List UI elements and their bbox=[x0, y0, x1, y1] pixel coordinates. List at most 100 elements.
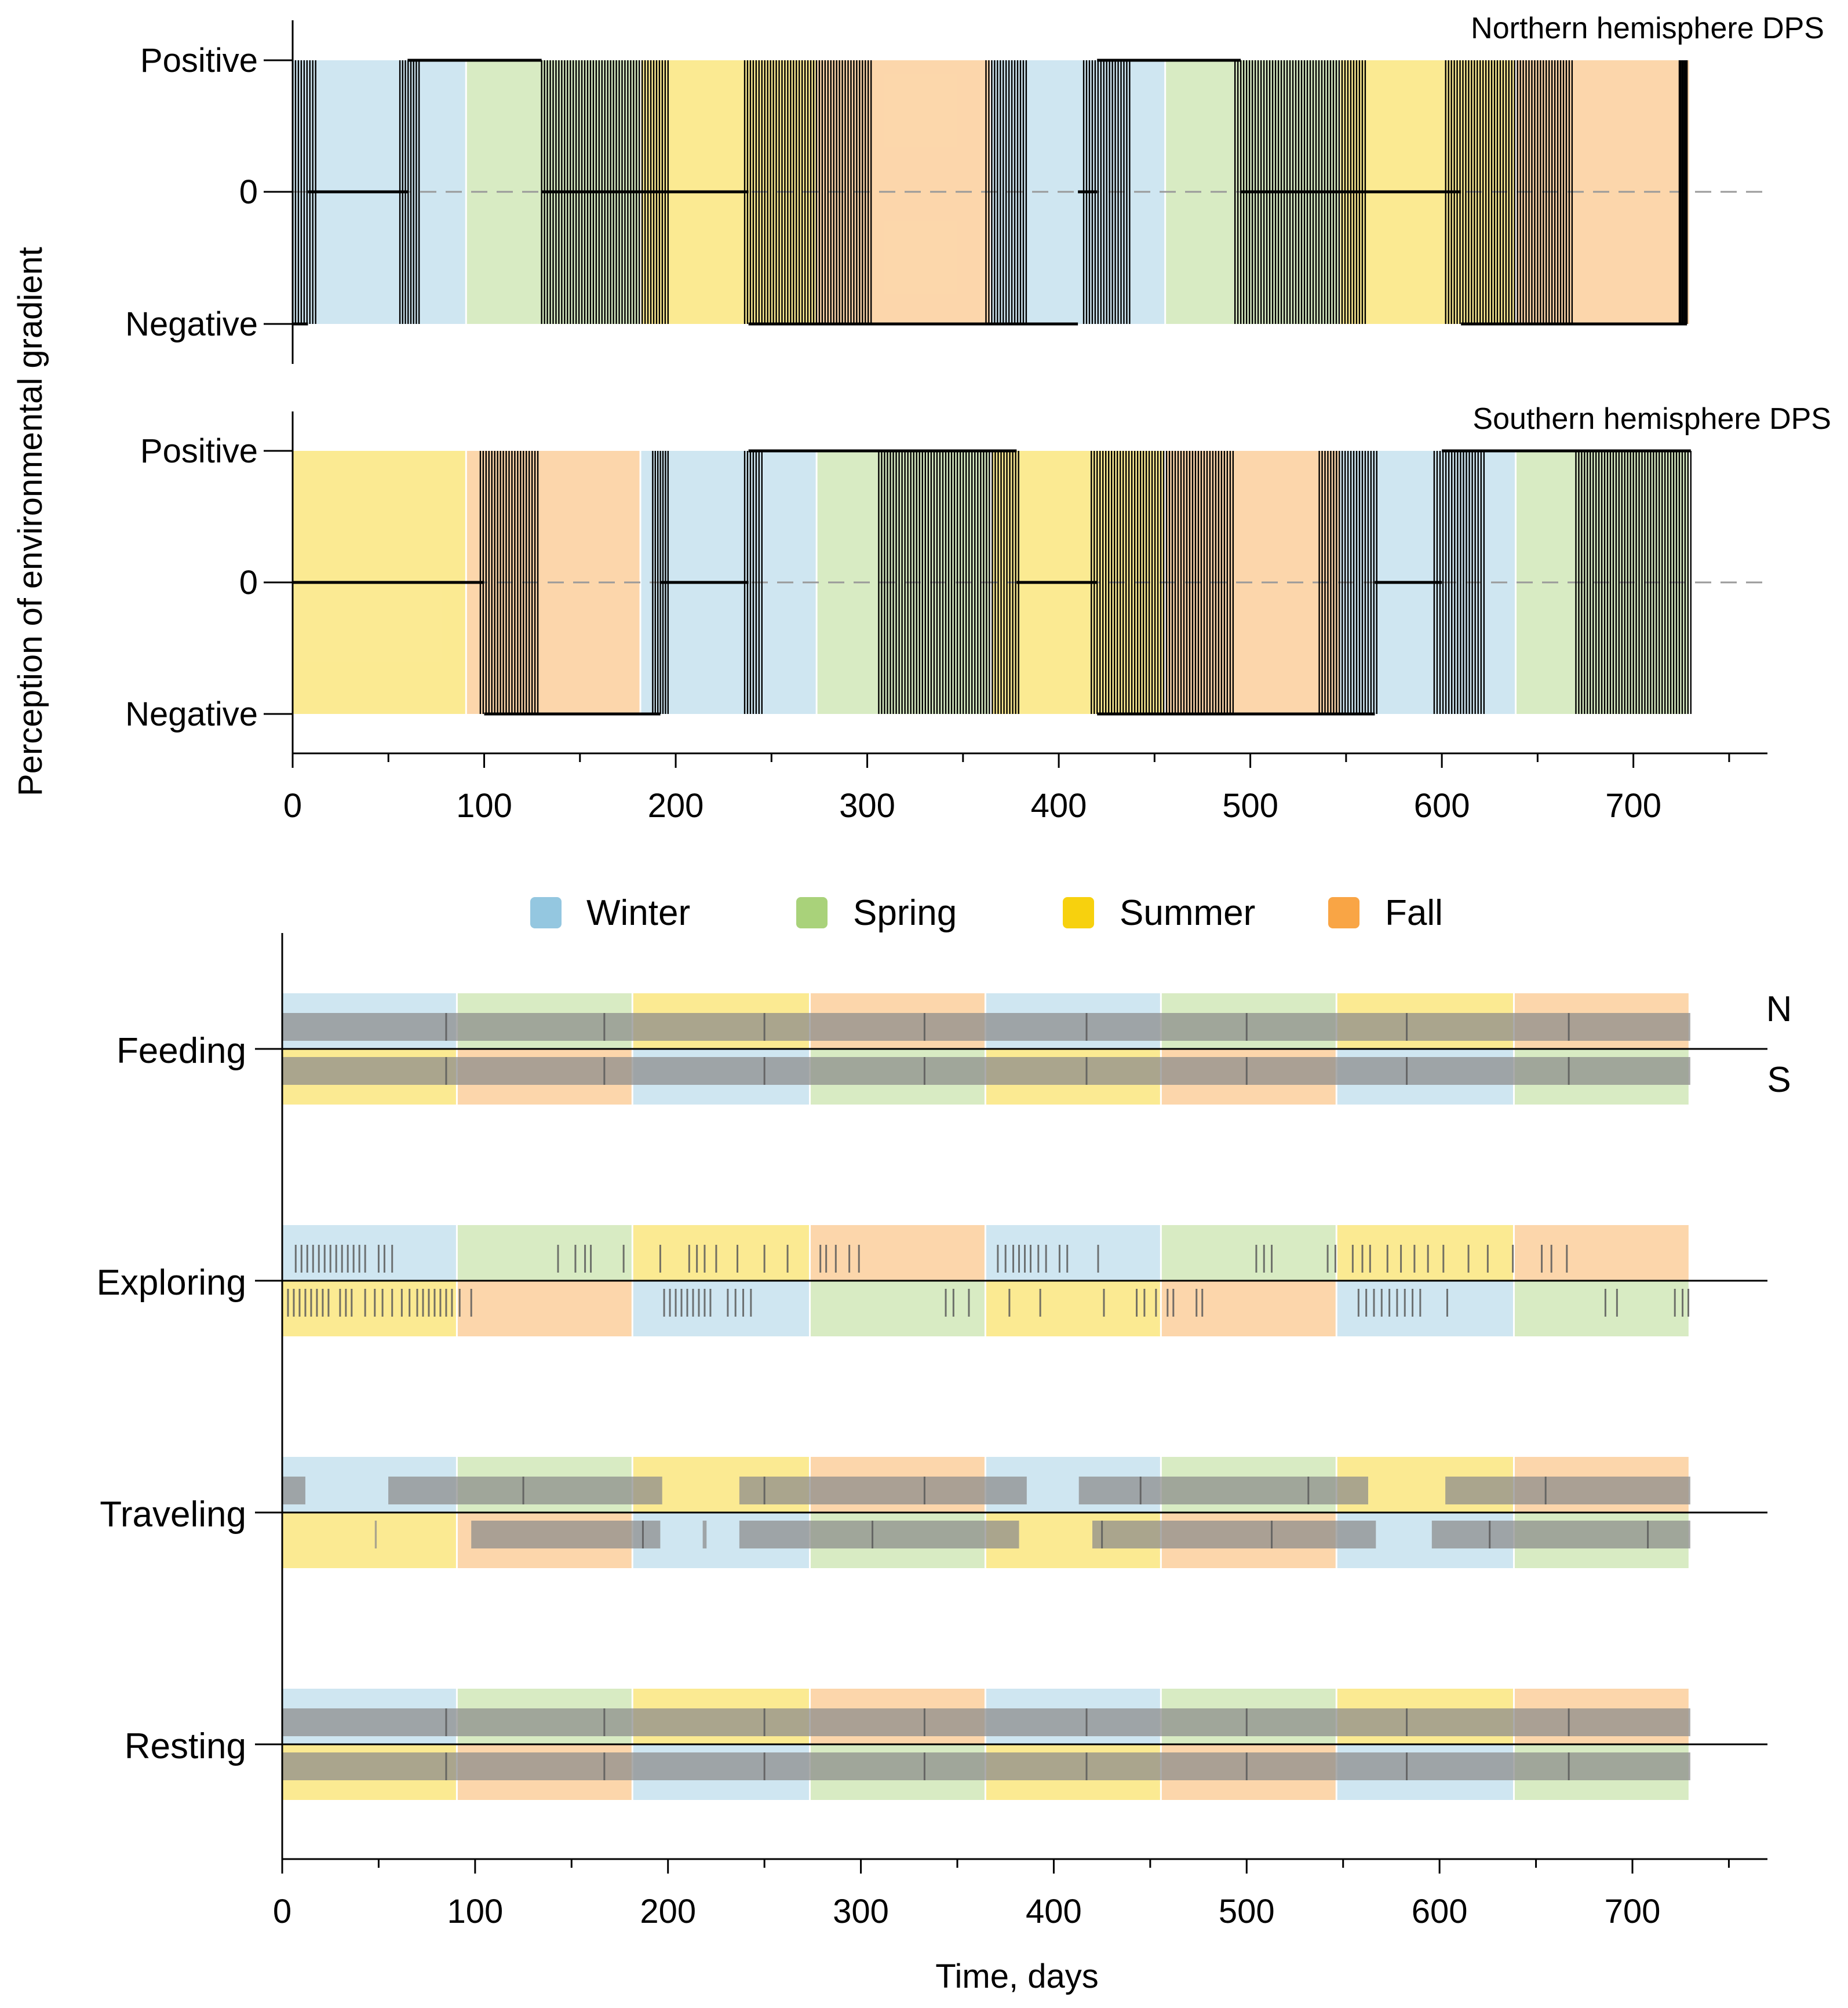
x-ticks bbox=[291, 753, 1730, 768]
x-tick-label: 0 bbox=[273, 1893, 291, 1930]
activity-span bbox=[1431, 1521, 1690, 1548]
y-tick-label: 0 bbox=[239, 173, 258, 211]
legend-label-fall: Fall bbox=[1385, 893, 1443, 933]
transition-cluster bbox=[479, 451, 539, 714]
raster-season-band bbox=[1337, 1281, 1513, 1336]
x-tick-label: 600 bbox=[1414, 787, 1470, 825]
x-tick-label: 300 bbox=[833, 1893, 889, 1930]
raster-midlines bbox=[255, 1048, 1767, 1745]
activity-span bbox=[739, 1521, 1019, 1548]
raster-season-band bbox=[1514, 1281, 1689, 1336]
y-axis-title: Perception of environmental gradient bbox=[12, 247, 49, 796]
x-tick-label: 200 bbox=[640, 1893, 696, 1930]
top-x-axis: 0 100 200 300 400 500 600 700 bbox=[283, 752, 1767, 825]
legend-swatch-winter bbox=[530, 897, 562, 928]
x-tick-label: 300 bbox=[839, 787, 895, 825]
transition-cluster bbox=[652, 451, 669, 714]
x-tick-label: 500 bbox=[1222, 787, 1278, 825]
raster-season-band bbox=[811, 1225, 985, 1281]
bottom-x-axis: 0 100 200 300 400 500 600 700 Time, days bbox=[273, 1858, 1767, 1995]
raster-season-band bbox=[811, 1281, 985, 1336]
y-tick-label: Negative bbox=[125, 695, 258, 733]
y-tick-label: Negative bbox=[125, 305, 258, 343]
transition-cluster bbox=[985, 60, 1027, 324]
transition-cluster bbox=[1433, 451, 1485, 714]
row-label-traveling: Traveling bbox=[100, 1495, 246, 1535]
transition-cluster bbox=[743, 451, 763, 714]
x-tick-label: 200 bbox=[648, 787, 704, 825]
perception-step-lines bbox=[291, 59, 1688, 326]
transition-cluster bbox=[878, 451, 1019, 714]
behavior-raster: Feeding Exploring Traveling Resting N S bbox=[97, 933, 1792, 1859]
activity-span bbox=[282, 1752, 1690, 1780]
legend-label-winter: Winter bbox=[586, 893, 690, 933]
x-tick-label: 100 bbox=[456, 787, 512, 825]
x-tick-label: 0 bbox=[283, 787, 302, 825]
south-side-label: S bbox=[1767, 1060, 1791, 1100]
transition-cluster bbox=[1318, 451, 1377, 714]
x-tick-label: 600 bbox=[1412, 1893, 1468, 1930]
transition-cluster bbox=[1234, 60, 1366, 324]
legend-swatch-summer bbox=[1063, 897, 1094, 928]
raster-season-band bbox=[457, 1281, 632, 1336]
raster-season-band bbox=[282, 1281, 456, 1336]
raster-season-bands bbox=[282, 993, 1689, 1800]
raster-season-band bbox=[633, 1281, 810, 1336]
north-side-label: N bbox=[1766, 989, 1792, 1029]
x-tick-labels: 0 100 200 300 400 500 600 700 bbox=[283, 787, 1661, 825]
perception-step-lines bbox=[293, 449, 1692, 716]
season-legend: Winter Spring Summer Fall bbox=[530, 893, 1443, 933]
raster-season-band bbox=[282, 1225, 456, 1281]
legend-swatch-fall bbox=[1328, 897, 1359, 928]
raster-season-band bbox=[986, 1225, 1160, 1281]
transition-cluster bbox=[743, 60, 872, 324]
transition-cluster bbox=[399, 60, 420, 324]
y-tick-label: Positive bbox=[140, 42, 258, 79]
activity-span bbox=[1445, 1477, 1690, 1504]
raster-season-band bbox=[457, 1225, 632, 1281]
activity-span bbox=[739, 1477, 1027, 1504]
southern-hemisphere-panel: Positive 0 Negative Southern hemisphere … bbox=[125, 402, 1831, 753]
raster-season-band bbox=[1514, 1225, 1689, 1281]
activity-span bbox=[1092, 1521, 1376, 1548]
raster-season-band bbox=[633, 1225, 810, 1281]
x-tick-labels: 0 100 200 300 400 500 600 700 bbox=[273, 1893, 1661, 1930]
x-tick-label: 700 bbox=[1605, 787, 1661, 825]
activity-span bbox=[282, 1013, 1690, 1041]
activity-span bbox=[282, 1477, 305, 1504]
x-tick-label: 700 bbox=[1605, 1893, 1661, 1930]
y-tick-label: Positive bbox=[140, 432, 258, 470]
transition-cluster bbox=[1082, 60, 1131, 324]
activity-span bbox=[374, 1521, 377, 1548]
x-tick-label: 400 bbox=[1026, 1893, 1082, 1930]
activity-span bbox=[702, 1521, 707, 1548]
activity-span bbox=[282, 1708, 1690, 1736]
x-tick-label: 400 bbox=[1031, 787, 1087, 825]
row-label-resting: Resting bbox=[125, 1726, 246, 1766]
y-tick-label: 0 bbox=[239, 564, 258, 602]
activity-span bbox=[388, 1477, 662, 1504]
activity-span bbox=[471, 1521, 661, 1548]
raster-events bbox=[282, 1013, 1690, 1780]
x-tick-label: 100 bbox=[447, 1893, 503, 1930]
x-axis-title: Time, days bbox=[935, 1958, 1098, 1995]
panel-title: Southern hemisphere DPS bbox=[1472, 402, 1831, 436]
raster-season-band bbox=[282, 1513, 456, 1568]
raster-season-band bbox=[1337, 1225, 1513, 1281]
x-ticks bbox=[281, 1859, 1730, 1874]
row-label-feeding: Feeding bbox=[116, 1031, 246, 1071]
row-label-exploring: Exploring bbox=[97, 1263, 246, 1303]
activity-span bbox=[282, 1057, 1690, 1085]
transition-cluster bbox=[1091, 451, 1234, 714]
transition-cluster bbox=[1678, 60, 1688, 324]
northern-hemisphere-panel: Positive 0 Negative Northern hemisphere … bbox=[125, 12, 1824, 364]
panel-title: Northern hemisphere DPS bbox=[1471, 12, 1824, 45]
x-tick-label: 500 bbox=[1219, 1893, 1275, 1930]
legend-label-spring: Spring bbox=[853, 893, 957, 933]
transition-cluster bbox=[1575, 451, 1692, 714]
activity-span bbox=[1078, 1477, 1368, 1504]
legend-swatch-spring bbox=[796, 897, 828, 928]
raster-season-band bbox=[1161, 1225, 1336, 1281]
raster-season-band bbox=[986, 1281, 1160, 1336]
